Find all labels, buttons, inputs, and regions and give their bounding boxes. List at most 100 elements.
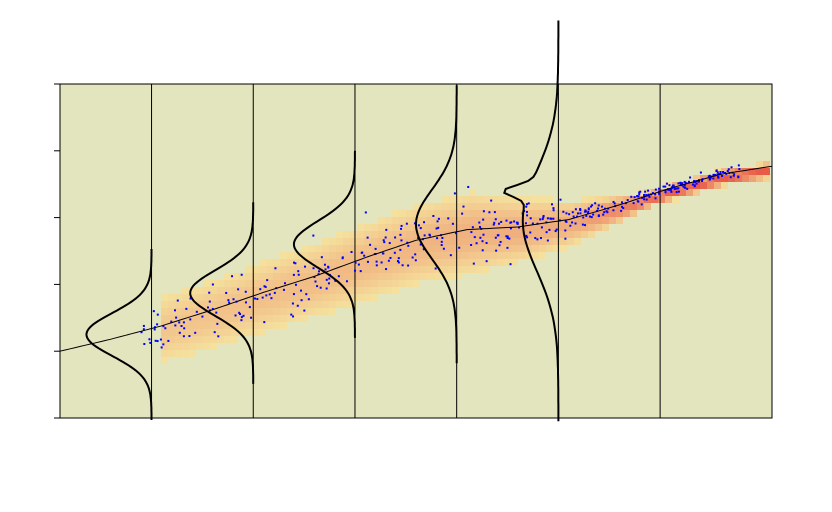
data-point — [590, 216, 593, 219]
data-point — [686, 187, 689, 190]
density-cell — [581, 203, 588, 210]
data-point — [178, 331, 181, 334]
density-cell — [469, 252, 476, 259]
data-point — [497, 222, 500, 225]
density-cell — [392, 273, 399, 280]
density-cell — [203, 329, 210, 336]
density-cell — [161, 350, 168, 357]
density-cell — [623, 203, 630, 210]
density-cell — [441, 259, 448, 266]
density-cell — [343, 273, 350, 280]
density-cell — [350, 266, 357, 273]
data-point — [462, 205, 465, 208]
density-cell — [294, 259, 301, 266]
data-point — [189, 318, 192, 321]
density-cell — [301, 315, 308, 322]
density-cell — [385, 259, 392, 266]
density-cell — [532, 196, 539, 203]
density-cell — [469, 266, 476, 273]
data-point — [142, 324, 145, 327]
data-point — [316, 285, 319, 288]
density-cell — [539, 238, 546, 245]
density-cell — [266, 280, 273, 287]
data-point — [317, 273, 320, 276]
data-point — [565, 212, 568, 215]
density-cell — [602, 224, 609, 231]
density-cell — [196, 329, 203, 336]
density-cell — [224, 273, 231, 280]
density-cell — [756, 168, 763, 175]
density-cell — [385, 273, 392, 280]
density-cell — [259, 329, 266, 336]
data-point — [270, 297, 273, 300]
data-point — [328, 277, 331, 280]
density-cell — [455, 273, 462, 280]
density-cell — [175, 301, 182, 308]
data-point — [689, 176, 692, 179]
data-point — [244, 290, 247, 293]
density-cell — [455, 252, 462, 259]
density-cell — [189, 350, 196, 357]
density-cell — [539, 196, 546, 203]
data-point — [213, 331, 216, 334]
data-point — [701, 180, 704, 183]
density-cell — [245, 322, 252, 329]
density-cell — [238, 294, 245, 301]
density-cell — [280, 294, 287, 301]
density-cell — [371, 245, 378, 252]
density-cell — [273, 287, 280, 294]
density-cell — [280, 266, 287, 273]
density-cell — [455, 231, 462, 238]
density-cell — [455, 259, 462, 266]
density-cell — [413, 252, 420, 259]
data-point — [194, 331, 197, 334]
density-cell — [497, 203, 504, 210]
density-cell — [476, 203, 483, 210]
density-cell — [511, 196, 518, 203]
density-cell — [280, 308, 287, 315]
density-cell — [392, 287, 399, 294]
data-point — [509, 263, 512, 266]
data-point — [389, 256, 392, 259]
density-cell — [497, 231, 504, 238]
density-cell — [378, 245, 385, 252]
data-point — [562, 210, 565, 213]
data-point — [587, 210, 590, 213]
data-point — [299, 289, 302, 292]
density-cell — [238, 308, 245, 315]
density-cell — [343, 252, 350, 259]
data-point — [636, 195, 639, 198]
density-cell — [378, 280, 385, 287]
density-cell — [574, 231, 581, 238]
density-cell — [189, 315, 196, 322]
data-point — [531, 222, 534, 225]
density-cell — [441, 252, 448, 259]
data-point — [375, 264, 378, 267]
density-cell — [518, 231, 525, 238]
density-cell — [525, 231, 532, 238]
density-cell — [189, 322, 196, 329]
density-cell — [343, 294, 350, 301]
density-cell — [161, 301, 168, 308]
density-cell — [217, 294, 224, 301]
density-cell — [490, 238, 497, 245]
density-cell — [427, 224, 434, 231]
data-point — [385, 268, 388, 271]
density-cell — [189, 301, 196, 308]
density-cell — [665, 189, 672, 196]
density-cell — [350, 273, 357, 280]
data-point — [542, 214, 545, 217]
data-point — [664, 191, 667, 194]
density-cell — [371, 266, 378, 273]
density-cell — [385, 266, 392, 273]
data-point — [211, 307, 214, 310]
data-point — [555, 228, 558, 231]
density-cell — [567, 231, 574, 238]
data-point — [264, 285, 267, 288]
data-point — [539, 218, 542, 221]
density-cell — [672, 182, 679, 189]
density-cell — [399, 245, 406, 252]
density-cell — [560, 238, 567, 245]
data-point — [297, 270, 300, 273]
data-point — [211, 283, 214, 286]
